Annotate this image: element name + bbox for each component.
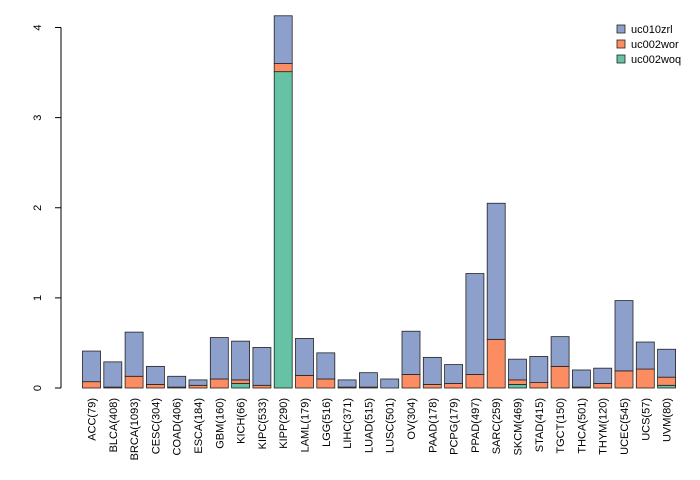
bar-segment [401, 330, 421, 375]
x-tick-label: SKCM(469) [513, 398, 525, 455]
bar-segment [295, 374, 314, 389]
y-tick-label: 1 [32, 295, 44, 301]
bar-segment [145, 365, 165, 385]
x-tick-label: PPAD(497) [470, 398, 482, 453]
x-tick-label: KICH(66) [236, 398, 248, 444]
bar-segment [657, 376, 676, 386]
x-tick-label: STAD(415) [534, 398, 546, 452]
bar-segment [465, 374, 485, 389]
bar-segment [508, 358, 527, 381]
y-axis: 0 1 2 3 4 [32, 24, 62, 391]
bar-segment [593, 367, 613, 384]
y-tick-label: 4 [32, 24, 44, 30]
bar-segment [167, 375, 187, 388]
x-tick-label: KIPP(290) [278, 398, 290, 449]
bar-segment [273, 15, 293, 64]
bar-segment [444, 364, 464, 384]
bar-segment [252, 384, 272, 389]
bar-segment [337, 379, 357, 388]
legend-label: uc002wor [631, 39, 679, 51]
bar-segment [614, 370, 634, 389]
bar-segment [209, 378, 229, 389]
x-tick-label: LGG(516) [321, 398, 333, 447]
bar-segment [635, 368, 655, 389]
x-tick-label: ACC(79) [87, 398, 99, 441]
bar-segment [124, 375, 144, 389]
bar-segment [188, 384, 208, 389]
legend: uc010zrl uc002wor uc002woq [616, 24, 681, 66]
legend-swatch [616, 39, 626, 49]
x-tick-label: TGCT(150) [555, 398, 567, 454]
bar-segment [572, 369, 591, 388]
legend-label: uc002woq [631, 54, 681, 66]
x-tick-label: SARC(259) [491, 398, 503, 454]
bar-segment [103, 361, 123, 388]
bars [82, 15, 676, 389]
bar-segment [550, 365, 570, 389]
x-tick-label: COAD(406) [172, 398, 184, 455]
bar-segment [614, 300, 634, 372]
bar-segment [422, 383, 442, 389]
x-tick-label: THCA(501) [576, 398, 588, 454]
bar-segment [295, 338, 314, 376]
legend-swatch [616, 24, 626, 34]
x-tick-label: LUSC(501) [385, 398, 397, 453]
legend-swatch [616, 54, 626, 64]
bar-segment [444, 383, 464, 389]
x-tick-label: LAML(179) [300, 398, 312, 452]
x-tick-label: LIHC(371) [342, 398, 354, 449]
bar-segment [231, 383, 251, 389]
x-tick-label: GBM(160) [214, 398, 226, 449]
bar-segment [486, 202, 506, 340]
x-tick-label: BLCA(408) [108, 398, 120, 452]
bar-segment [486, 338, 506, 389]
bar-segment [508, 383, 527, 389]
bar-segment [316, 378, 336, 389]
bar-segment [273, 63, 293, 73]
bar-segment [657, 348, 676, 378]
bar-segment [401, 374, 421, 389]
bar-segment [529, 382, 549, 389]
x-tick-label: UVM(80) [662, 398, 674, 442]
x-tick-label: UCS(57) [640, 398, 652, 441]
bar-segment [380, 378, 400, 389]
y-tick-label: 3 [32, 115, 44, 121]
bar-segment [316, 352, 336, 380]
bar-segment [252, 347, 272, 386]
bar-segment [188, 379, 208, 386]
bar-segment [529, 356, 549, 383]
x-tick-label: LUAD(515) [363, 398, 375, 453]
bar-segment [145, 383, 165, 389]
bar-segment [635, 341, 655, 370]
bar-segment [465, 273, 485, 375]
y-tick-label: 2 [32, 205, 44, 211]
x-tick-label: THYM(120) [598, 398, 610, 455]
legend-label: uc010zrl [631, 24, 673, 36]
x-tick-label: PAAD(178) [427, 398, 439, 453]
x-tick-label: CESC(304) [150, 398, 162, 454]
bar-segment [231, 340, 251, 381]
x-tick-label: PCPG(179) [449, 398, 461, 455]
x-tick-label: UCEC(545) [619, 398, 631, 455]
y-tick-label: 0 [32, 385, 44, 391]
bar-segment [593, 383, 613, 389]
x-tick-label: OV(304) [406, 398, 418, 440]
bar-segment [209, 337, 229, 380]
bar-segment [358, 372, 378, 388]
bar-segment [550, 336, 570, 367]
bar-segment [657, 384, 676, 389]
bar-segment [231, 379, 251, 384]
bar-segment [273, 71, 293, 389]
x-tick-label: ESCA(184) [193, 398, 205, 454]
bar-segment [82, 350, 101, 383]
x-axis: ACC(79) BLCA(408) BRCA(1093) CESC(304) COAD(… [87, 398, 674, 460]
bar-segment [422, 356, 442, 385]
bar-segment [82, 381, 101, 389]
x-tick-label: KIPC(533) [257, 398, 269, 449]
x-tick-label: BRCA(1093) [129, 398, 141, 460]
bar-segment [124, 331, 144, 377]
bar-segment [508, 379, 527, 385]
